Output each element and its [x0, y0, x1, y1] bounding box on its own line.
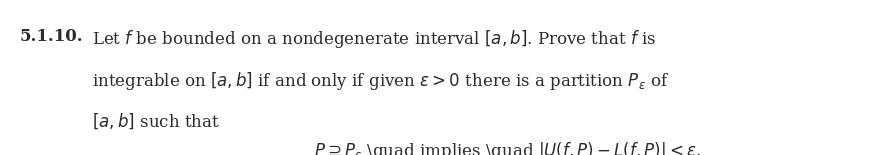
Text: Let $f$ be bounded on a nondegenerate interval $[a, b]$. Prove that $f$ is: Let $f$ be bounded on a nondegenerate in…	[92, 28, 656, 50]
Text: $P \supseteq P_\varepsilon$ \quad implies \quad $|U(f, P) - L(f, P)| < \varepsil: $P \supseteq P_\varepsilon$ \quad implie…	[314, 140, 701, 155]
Text: integrable on $[a, b]$ if and only if given $\varepsilon > 0$ there is a partiti: integrable on $[a, b]$ if and only if gi…	[92, 70, 669, 92]
Text: 5.1.10.: 5.1.10.	[19, 28, 83, 45]
Text: $[a, b]$ such that: $[a, b]$ such that	[92, 112, 220, 131]
